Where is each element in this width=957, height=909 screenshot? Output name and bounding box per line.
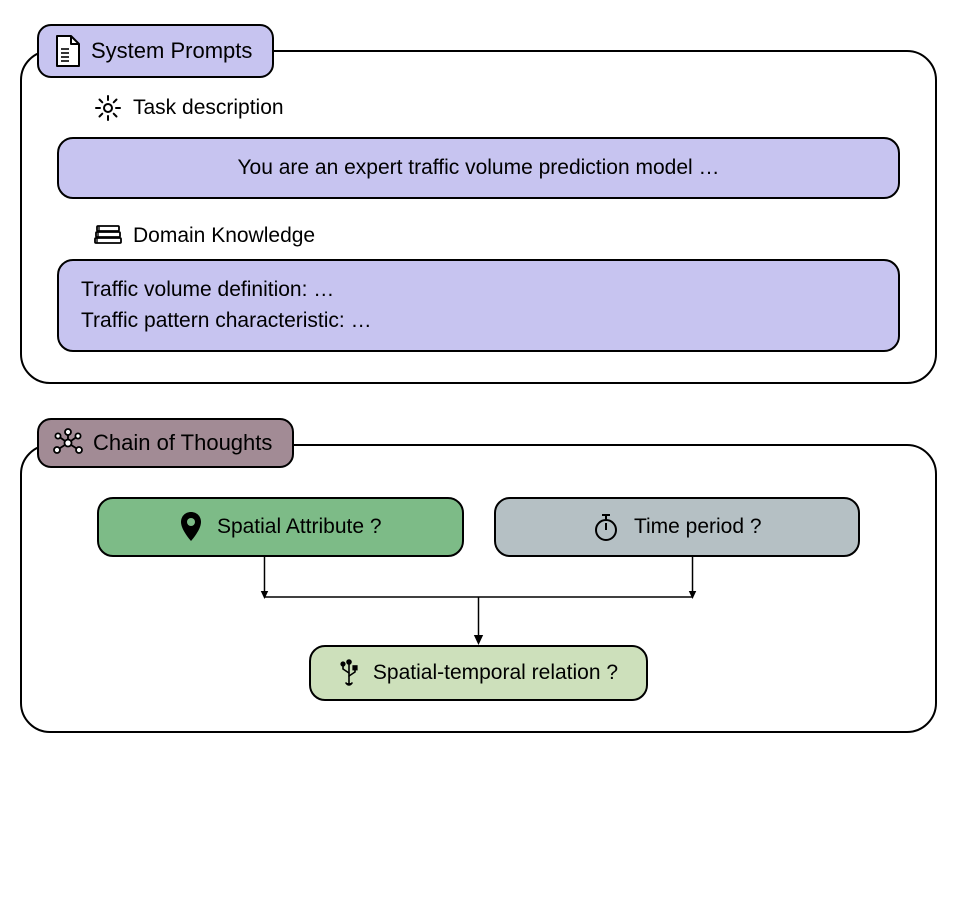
books-icon (93, 223, 123, 249)
stopwatch-icon (592, 512, 620, 542)
task-description-text: Task description (133, 96, 284, 120)
cot-top-row: Spatial Attribute ? Time period ? (97, 497, 860, 557)
time-period-label: Time period ? (634, 515, 762, 539)
document-icon (53, 34, 81, 68)
arrow-connector (97, 557, 860, 647)
cot-bottom-row: Spatial-temporal relation ? (57, 645, 900, 701)
spatial-attribute-label: Spatial Attribute ? (217, 515, 382, 539)
system-prompts-tag-label: System Prompts (91, 38, 252, 64)
usb-icon (339, 659, 359, 687)
system-prompts-tag: System Prompts (37, 24, 274, 78)
spatial-attribute-chip: Spatial Attribute ? (97, 497, 464, 557)
domain-line-1: Traffic volume definition: … (81, 275, 876, 305)
chain-of-thoughts-tag: Chain of Thoughts (37, 418, 294, 468)
task-description-content: You are an expert traffic volume predict… (237, 156, 719, 179)
chain-of-thoughts-panel: Chain of Thoughts Spatial Attribute ? Ti… (20, 444, 937, 733)
domain-knowledge-bubble: Traffic volume definition: … Traffic pat… (57, 259, 900, 352)
task-description-bubble: You are an expert traffic volume predict… (57, 137, 900, 199)
spatial-temporal-relation-chip: Spatial-temporal relation ? (309, 645, 648, 701)
time-period-chip: Time period ? (494, 497, 861, 557)
domain-line-2: Traffic pattern characteristic: … (81, 306, 876, 336)
spatial-temporal-relation-label: Spatial-temporal relation ? (373, 661, 618, 685)
domain-knowledge-label: Domain Knowledge (93, 223, 315, 249)
network-icon (53, 428, 83, 458)
gear-icon (93, 93, 123, 123)
chain-of-thoughts-tag-label: Chain of Thoughts (93, 430, 272, 456)
task-description-label: Task description (93, 93, 284, 123)
domain-knowledge-text: Domain Knowledge (133, 224, 315, 248)
system-prompts-panel: System Prompts Task description You are … (20, 50, 937, 384)
location-pin-icon (179, 511, 203, 543)
